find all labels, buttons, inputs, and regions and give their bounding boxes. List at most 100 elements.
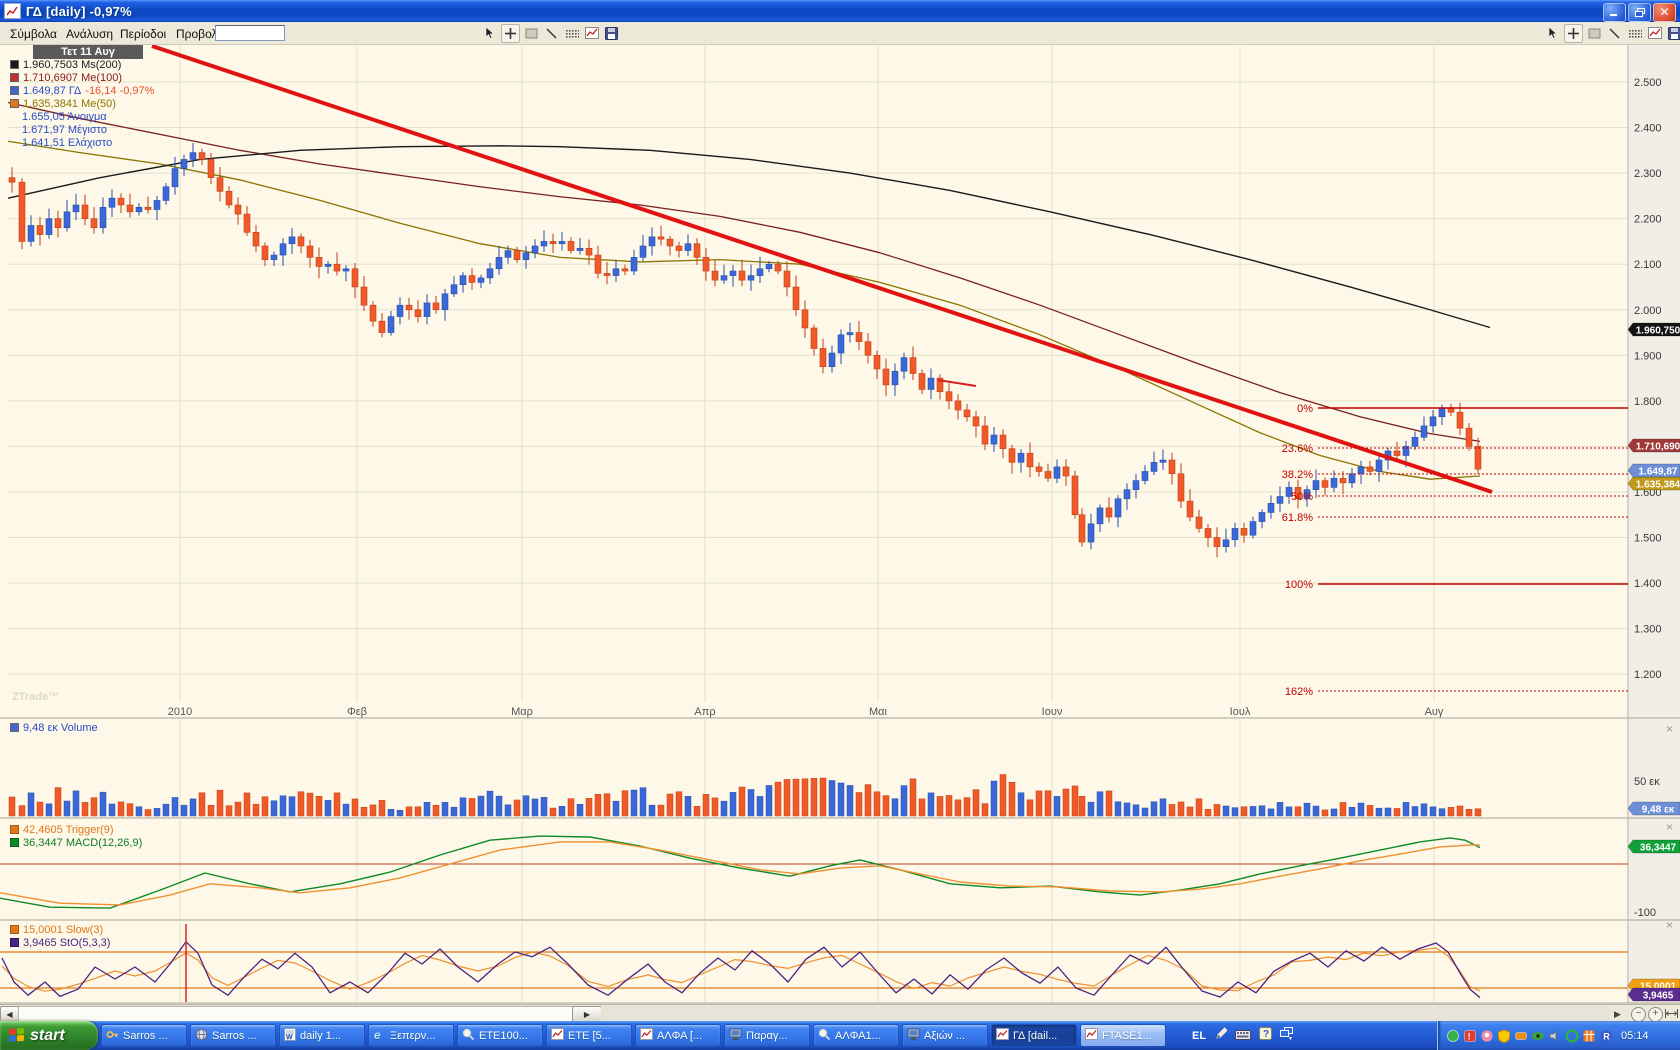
chart-tool-icon[interactable] <box>583 25 600 42</box>
messenger-icon[interactable] <box>1480 1029 1494 1043</box>
taskbar-button-globe[interactable]: Sarros ... <box>190 1024 276 1047</box>
crosshair-tool-icon[interactable] <box>501 23 520 43</box>
stochastic-panel-close-icon[interactable]: × <box>1666 918 1673 932</box>
taskbar-button-key[interactable]: Sarros ... <box>101 1024 187 1047</box>
taskbar-clock: 05:14 <box>1621 1029 1649 1042</box>
horizontal-scrollbar[interactable]: ◀ ▶ ▶ − + <box>0 1004 1680 1023</box>
ring-icon[interactable] <box>1565 1028 1579 1043</box>
taskbar-button-magnifier[interactable]: ΑΛΦΑ1... <box>813 1024 899 1047</box>
svg-text:▾: ▾ <box>1289 1036 1292 1040</box>
minimize-button[interactable] <box>1603 3 1626 22</box>
legend-label: 1.960,7503 Ms(200) <box>23 58 122 71</box>
taskbar-button-monitor[interactable]: Παραγ... <box>724 1024 810 1047</box>
menu-periods[interactable]: Περίοδοι <box>120 27 167 41</box>
torrent-icon[interactable]: R <box>1599 1029 1613 1043</box>
restore-button[interactable] <box>1628 3 1651 22</box>
taskbar-button-monitor[interactable]: Αξιών ... <box>902 1024 988 1047</box>
line-tool-icon[interactable] <box>1606 25 1623 42</box>
legend-marker <box>10 99 19 108</box>
legend-label: 1.710,6907 Me(100) <box>23 71 123 84</box>
crosshair-tool-icon[interactable] <box>1564 23 1583 43</box>
taskbar-button-chart[interactable]: ΓΔ [dail... <box>991 1024 1077 1047</box>
window-title: ΓΔ [daily] -0,97% <box>26 3 132 19</box>
audio-icon[interactable] <box>1548 1029 1562 1043</box>
agent-icon[interactable] <box>1446 1029 1460 1043</box>
ma100-line <box>7 101 1481 443</box>
start-button-label: start <box>30 1026 65 1044</box>
legend-label: 1.671,97 Μέγιστο <box>22 123 107 136</box>
pen-icon[interactable] <box>1215 1026 1228 1045</box>
svg-text:1.960,750: 1.960,750 <box>1636 326 1680 337</box>
block-tool-icon[interactable] <box>523 25 540 42</box>
trigger-legend-label: 42,4605 Trigger(9) <box>23 823 114 836</box>
macd-panel-close-icon[interactable]: × <box>1666 820 1673 834</box>
value-badge: 1.649,87 <box>1627 463 1680 478</box>
restore-icon[interactable]: ▾ <box>1280 1026 1294 1045</box>
dots-tool-icon[interactable] <box>563 25 580 42</box>
svg-text:9,48 εκ: 9,48 εκ <box>1642 805 1675 816</box>
language-indicator[interactable]: EL <box>1192 1029 1207 1042</box>
menu-analysis[interactable]: Ανάλυση <box>66 27 114 41</box>
alert-icon[interactable]: ! <box>1463 1029 1477 1043</box>
fibonacci-retracement[interactable]: 0% 23.6% 38.2% 50% 61.8% 100% 162% <box>1282 403 1628 698</box>
legend-row: 1.649,87 ΓΔ -16,14 -0,97% <box>10 84 154 97</box>
cursor-tool-icon[interactable] <box>1544 25 1561 42</box>
volume-panel-close-icon[interactable]: × <box>1666 722 1673 736</box>
eye-icon[interactable] <box>1531 1029 1545 1043</box>
macd-legend: 36,3447 MACD(12,26,9) <box>10 836 142 849</box>
svg-text:Αυγ: Αυγ <box>1425 706 1444 718</box>
start-button[interactable]: start <box>0 1021 98 1050</box>
window-titlebar[interactable]: ΓΔ [daily] -0,97% ✕ <box>0 0 1680 22</box>
block-tool-icon[interactable] <box>1586 25 1603 42</box>
save-tool-icon[interactable] <box>603 25 620 42</box>
svg-text:?: ? <box>1263 1029 1269 1040</box>
svg-text:1.800: 1.800 <box>1634 396 1662 408</box>
shield-icon[interactable] <box>1497 1028 1511 1043</box>
monitor-icon <box>729 1028 742 1044</box>
legend-row: 1.960,7503 Ms(200) <box>10 58 121 71</box>
svg-text:162%: 162% <box>1285 686 1313 698</box>
svg-text:W: W <box>286 1034 293 1041</box>
taskbar-button-ie[interactable]: e Ξεπερν... <box>368 1024 454 1047</box>
taskbar-button-magnifier[interactable]: ΕΤΕ100... <box>457 1024 543 1047</box>
legend-row: 1.655,05 Άνοιγμα <box>10 110 107 123</box>
taskbar-button-chart[interactable]: ΕΤΕ [5... <box>546 1024 632 1047</box>
line-tool-icon[interactable] <box>543 25 560 42</box>
cursor-tool-icon[interactable] <box>481 25 498 42</box>
magnifier-icon <box>818 1028 831 1044</box>
menu-symbols[interactable]: Σύμβολα <box>10 27 57 41</box>
legend-change-value: -16,14 -0,97% <box>85 84 155 97</box>
svg-text:50%: 50% <box>1291 491 1313 503</box>
key-icon[interactable] <box>1514 1029 1528 1043</box>
chart-icon <box>640 1028 653 1043</box>
system-tray: ! R 05:14 <box>1437 1021 1680 1050</box>
zoom-out-button[interactable]: − <box>1631 1007 1646 1022</box>
taskbar-button-label: Ξεπερν... <box>390 1029 436 1042</box>
help-icon[interactable]: ? <box>1259 1026 1273 1045</box>
short-trendline[interactable] <box>937 379 977 387</box>
symbol-input[interactable] <box>215 25 285 41</box>
resistance-trendline[interactable] <box>151 44 1493 494</box>
dots-tool-icon[interactable] <box>1626 25 1643 42</box>
svg-text:1.200: 1.200 <box>1634 669 1662 681</box>
stochastic-legend-label: 3,9465 StO(5,3,3) <box>23 936 111 949</box>
taskbar-button-label: ΓΔ [dail... <box>1013 1029 1058 1042</box>
fit-width-button[interactable] <box>1665 1009 1678 1021</box>
taskbar-button-chart[interactable]: FTASE1... <box>1080 1024 1166 1047</box>
menu-view[interactable]: Προβολή <box>176 27 225 41</box>
legend-marker <box>10 86 19 95</box>
scrollbar-track[interactable] <box>601 1006 1611 1021</box>
chart-tool-icon[interactable] <box>1646 25 1663 42</box>
save-tool-icon[interactable] <box>1666 25 1680 42</box>
svg-text:2.200: 2.200 <box>1634 214 1662 226</box>
keyboard-icon[interactable] <box>1235 1027 1252 1045</box>
zoom-in-button[interactable]: + <box>1648 1007 1663 1022</box>
grid-icon[interactable] <box>1582 1029 1596 1043</box>
taskbar-button-chart[interactable]: ΑΛΦΑ [... <box>635 1024 721 1047</box>
word-icon: W <box>284 1027 296 1044</box>
value-badge: 3,9465 <box>1627 987 1680 1002</box>
close-button[interactable]: ✕ <box>1653 3 1676 22</box>
scroll-end-arrow-icon[interactable]: ▶ <box>1614 1009 1621 1019</box>
trigger-legend-marker <box>10 825 19 834</box>
